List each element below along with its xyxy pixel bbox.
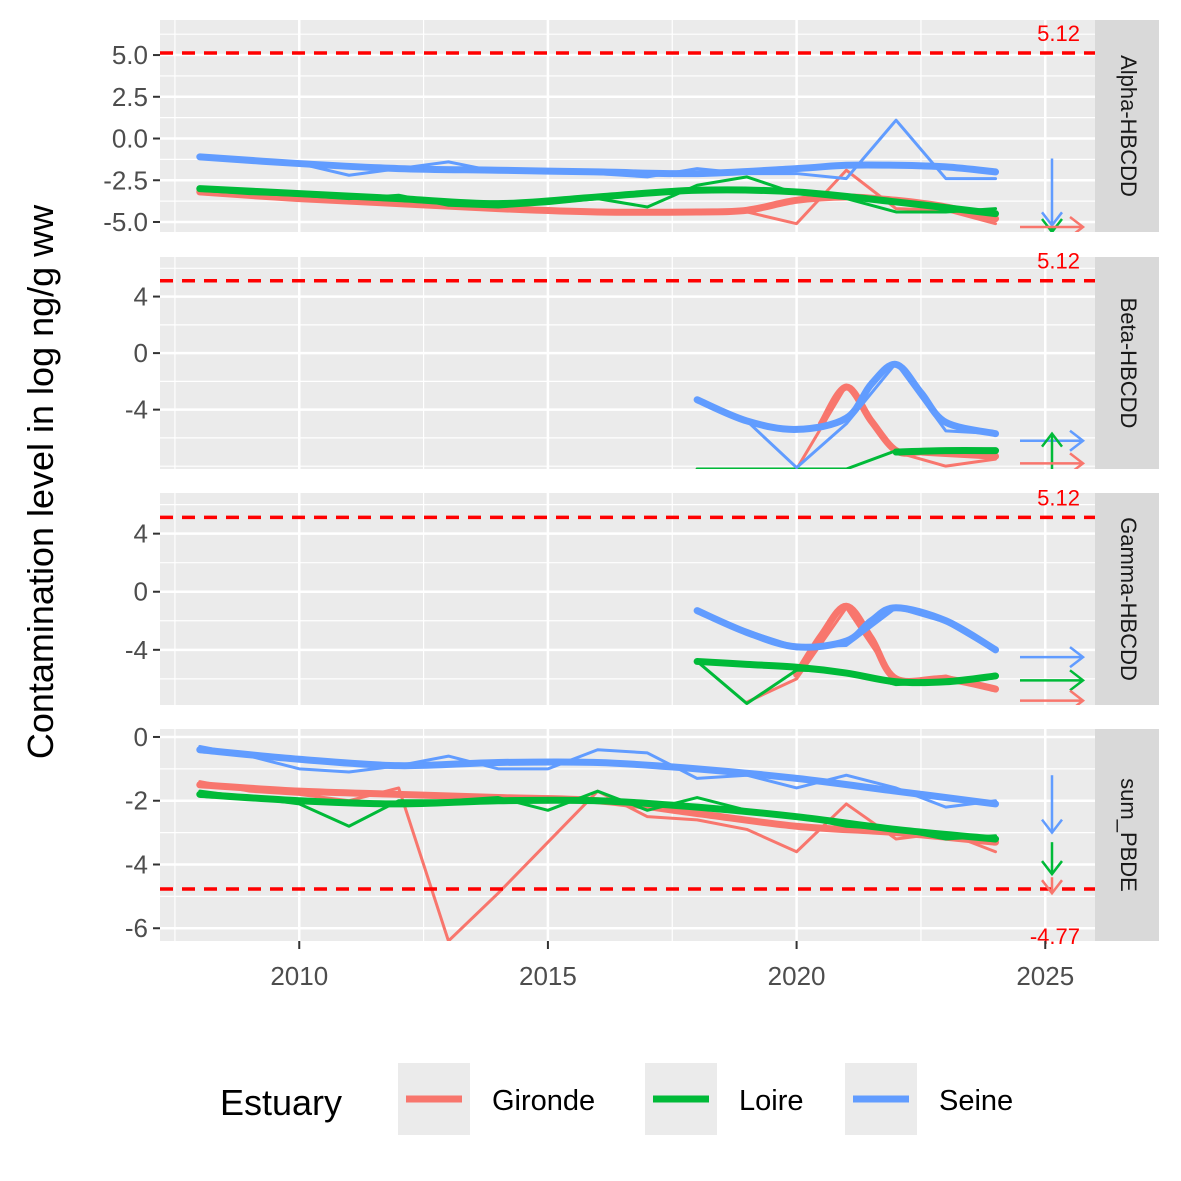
panel-background xyxy=(160,257,1095,469)
trend-arrow-gironde-head xyxy=(1069,452,1086,469)
trend-arrow-seine-head xyxy=(1069,429,1086,452)
y-tick-label: 4 xyxy=(134,282,148,312)
trend-arrows xyxy=(1041,775,1063,896)
y-tick-label: -4 xyxy=(125,635,148,665)
y-tick-label: 4 xyxy=(134,519,148,549)
series-line-seine-trend xyxy=(693,360,1000,438)
trend-arrow-gironde-head xyxy=(1041,879,1063,896)
series-layer xyxy=(196,118,1000,226)
panel-alpha-hbcdd: 5.0 2.5 0.0 -2.5 -5.0 5.12 Alpha-HBCDD xyxy=(103,20,1159,237)
trend-arrow-loire-head xyxy=(1041,431,1063,448)
series-line-loire-trend xyxy=(693,657,1000,687)
facet-strip-label: Alpha-HBCDD xyxy=(1116,55,1141,197)
x-axis: 2010 2015 2020 2025 xyxy=(270,941,1074,991)
trend-arrow-gironde-head xyxy=(1069,216,1086,232)
facet-strip-label: sum_PBDE xyxy=(1116,778,1141,892)
series-line-seine-trend xyxy=(196,746,1000,808)
panel-sum_pbde: 0 -2 -4 -6 -4.77 sum_PBDE xyxy=(125,722,1159,949)
facet-strip xyxy=(1095,493,1159,705)
x-tick-label: 2015 xyxy=(519,961,577,991)
y-tick-label: 0 xyxy=(134,338,148,368)
gridlines xyxy=(160,729,1095,941)
y-tick-label: -4 xyxy=(125,395,148,425)
x-tick-label: 2020 xyxy=(768,961,826,991)
panel-gamma-hbcdd: 4 0 -4 5.12 Gamma-HBCDD xyxy=(125,485,1159,705)
y-axis-label: Contamination level in log ng/g ww xyxy=(20,204,61,759)
series-line-seine-trend xyxy=(196,153,1000,178)
y-tick-label: -2.5 xyxy=(103,165,148,195)
series-layer xyxy=(693,360,1000,469)
panel-beta-hbcdd: 4 0 -4 5.12 Beta-HBCDD xyxy=(125,249,1159,469)
x-tick-label: 2025 xyxy=(1016,961,1074,991)
gridlines xyxy=(160,20,1095,232)
trend-arrows xyxy=(1020,646,1086,705)
facet-strip-label: Gamma-HBCDD xyxy=(1116,517,1141,681)
y-tick-label: 0 xyxy=(134,722,148,752)
panel-background xyxy=(160,493,1095,705)
trend-arrow-loire-head xyxy=(1041,860,1063,877)
legend: Estuary Gironde Loire Seine xyxy=(220,1063,1013,1135)
threshold-label: -4.77 xyxy=(1030,924,1080,949)
facet-strip-label: Beta-HBCDD xyxy=(1116,298,1141,429)
trend-arrow-seine-head xyxy=(1041,818,1063,835)
gridlines xyxy=(160,257,1095,469)
y-tick-label: -6 xyxy=(125,913,148,943)
legend-label-gironde: Gironde xyxy=(492,1085,595,1117)
panels: 5.0 2.5 0.0 -2.5 -5.0 5.12 Alpha-HBCDD 4 0 -4 5.12… xyxy=(103,20,1159,949)
trend-arrow-loire-head xyxy=(1041,218,1063,232)
legend-label-loire: Loire xyxy=(739,1085,804,1117)
series-line-loire-trend xyxy=(196,185,1000,218)
threshold-label: 5.12 xyxy=(1037,249,1080,274)
y-tick-label: -5.0 xyxy=(103,207,148,237)
y-tick-label: 0.0 xyxy=(112,124,148,154)
facet-strip xyxy=(1095,20,1159,232)
trend-arrow-seine-head xyxy=(1041,211,1063,228)
legend-title: Estuary xyxy=(220,1082,342,1123)
threshold-label: 5.12 xyxy=(1037,485,1080,510)
y-tick-label: -2 xyxy=(125,786,148,816)
trend-arrows xyxy=(1020,158,1086,232)
facet-strip xyxy=(1095,257,1159,469)
y-tick-label: 5.0 xyxy=(112,40,148,70)
series-layer xyxy=(693,602,1000,705)
series-line-loire-trend xyxy=(196,790,1000,843)
y-tick-label: -4 xyxy=(125,849,148,879)
series-layer xyxy=(196,745,1000,941)
x-tick-label: 2010 xyxy=(270,961,328,991)
legend-label-seine: Seine xyxy=(939,1085,1013,1117)
trend-arrow-seine-head xyxy=(1069,646,1086,669)
facet-strip xyxy=(1095,729,1159,941)
trend-arrows xyxy=(1020,429,1086,469)
threshold-label: 5.12 xyxy=(1037,21,1080,46)
series-line-loire-trend xyxy=(892,447,1000,456)
y-tick-label: 0 xyxy=(134,577,148,607)
trend-arrow-gironde-head xyxy=(1069,689,1086,705)
y-tick-label: 2.5 xyxy=(112,82,148,112)
series-line-seine-observed xyxy=(198,745,998,809)
trend-arrow-loire-head xyxy=(1069,669,1086,692)
series-line-seine-trend xyxy=(693,604,1000,654)
